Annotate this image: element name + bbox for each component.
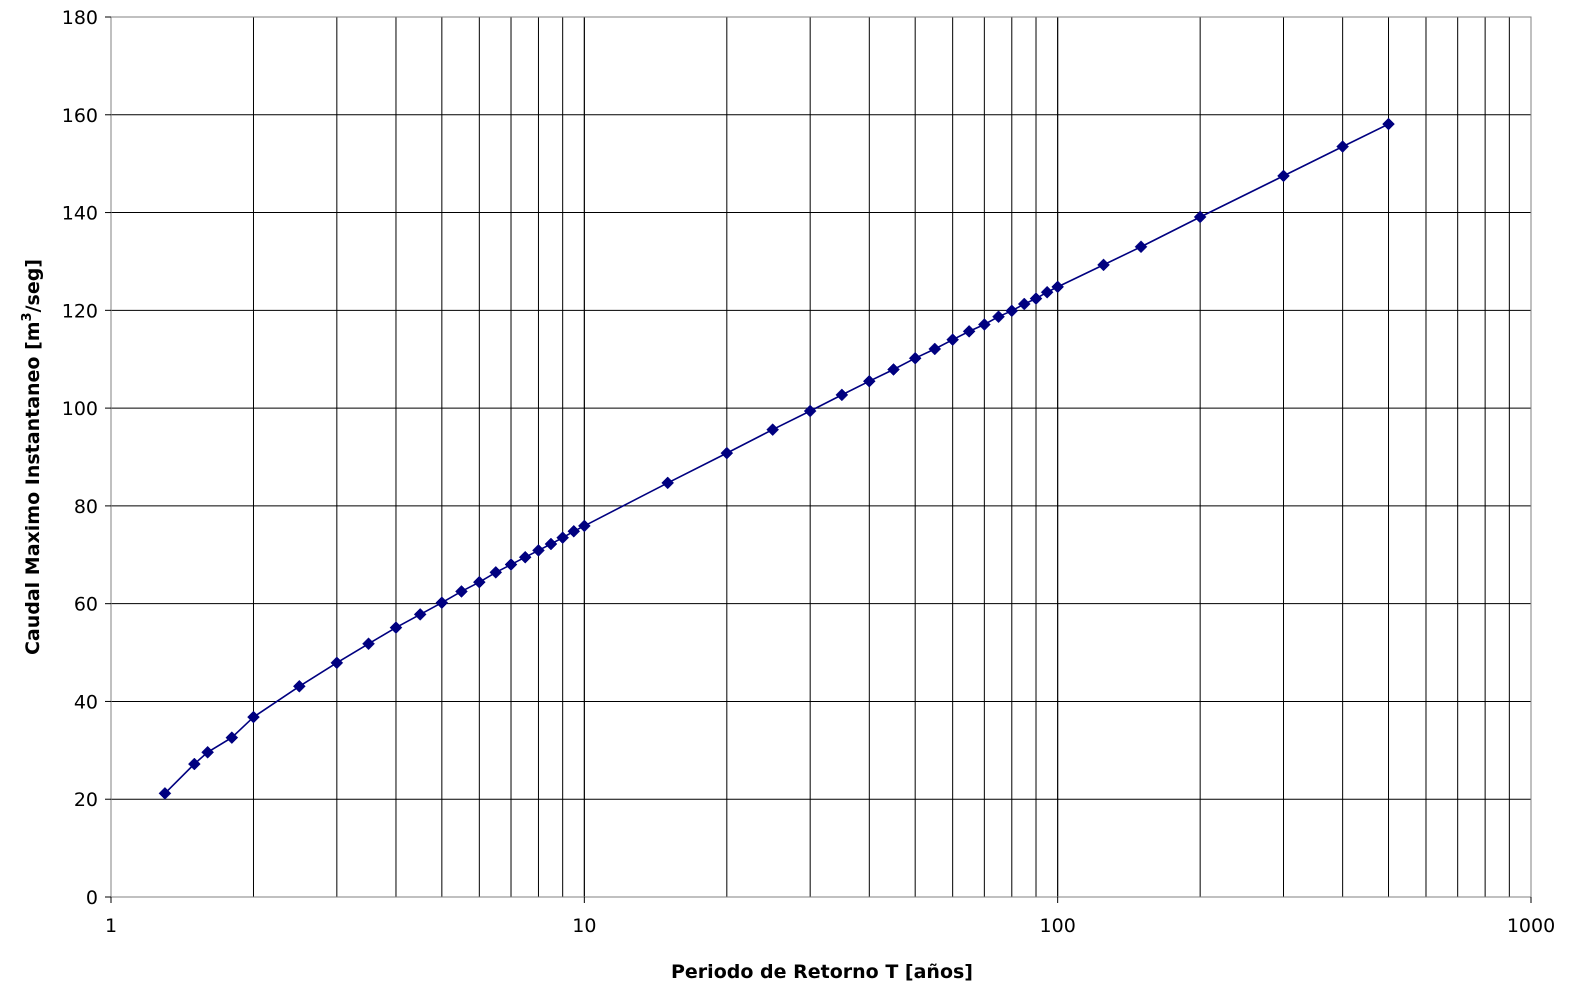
x-tick-label: 10 bbox=[572, 915, 596, 937]
data-point-marker bbox=[247, 710, 260, 724]
y-tick-label: 60 bbox=[74, 594, 98, 616]
data-point-marker bbox=[1134, 240, 1148, 254]
y-axis-ticks: 0 20 40 60 80 100 120 140 160 180 bbox=[62, 7, 111, 909]
data-point-marker bbox=[992, 310, 1005, 324]
data-point-marker bbox=[293, 679, 306, 693]
data-point-marker bbox=[928, 342, 942, 356]
data-point-marker bbox=[187, 757, 201, 771]
data-point-marker bbox=[962, 325, 976, 338]
y-axis-title-prefix: Caudal Maximo Instantaneo [m bbox=[22, 321, 44, 655]
plot-area-border bbox=[110, 16, 1532, 898]
data-point-marker bbox=[1017, 297, 1031, 311]
data-point-marker bbox=[908, 351, 922, 365]
y-axis-title: Caudal Maximo Instantaneo [m3/seg] bbox=[20, 259, 44, 655]
y-axis-title-suffix: /seg] bbox=[22, 259, 44, 312]
data-point-marker bbox=[720, 446, 734, 460]
data-point-marker bbox=[455, 585, 468, 598]
data-point-marker bbox=[435, 596, 449, 610]
data-point-marker bbox=[766, 423, 780, 436]
data-point-marker bbox=[389, 621, 403, 634]
y-tick-label: 180 bbox=[62, 7, 98, 29]
x-tick-label: 1 bbox=[105, 915, 117, 937]
data-point-marker bbox=[472, 575, 486, 589]
data-point-marker bbox=[977, 318, 991, 331]
x-axis-ticks: 1 10 100 1000 bbox=[105, 897, 1555, 937]
data-point-marker bbox=[1029, 292, 1043, 305]
x-axis-title: Periodo de Retorno T [años] bbox=[671, 961, 973, 983]
data-point-marker bbox=[1277, 169, 1290, 183]
data-point-marker bbox=[504, 558, 518, 571]
y-tick-label: 80 bbox=[74, 496, 98, 518]
data-point-marker bbox=[518, 550, 532, 564]
data-point-marker bbox=[201, 745, 214, 759]
y-tick-label: 20 bbox=[74, 789, 98, 811]
y-tick-label: 120 bbox=[62, 300, 98, 322]
data-point-marker bbox=[158, 787, 172, 800]
data-point-marker bbox=[567, 524, 581, 538]
data-point-marker bbox=[835, 388, 849, 402]
data-point-marker bbox=[532, 544, 545, 557]
data-point-marker bbox=[946, 333, 960, 347]
data-point-marker bbox=[803, 404, 817, 418]
y-tick-label: 100 bbox=[62, 398, 98, 420]
data-point-marker bbox=[544, 537, 558, 551]
x-tick-label: 100 bbox=[1040, 915, 1076, 937]
y-tick-label: 40 bbox=[74, 691, 98, 713]
data-point-marker bbox=[489, 566, 503, 579]
data-point-marker bbox=[225, 731, 239, 744]
x-tick-label: 1000 bbox=[1507, 915, 1555, 937]
data-point-marker bbox=[556, 531, 570, 545]
series-line bbox=[164, 123, 1389, 794]
grid-lines bbox=[110, 16, 1532, 898]
y-tick-label: 140 bbox=[62, 203, 98, 225]
series-markers bbox=[158, 117, 1395, 800]
data-point-marker bbox=[862, 374, 876, 388]
y-axis-title-superscript: 3 bbox=[20, 312, 35, 321]
data-point-marker bbox=[1051, 280, 1065, 294]
data-point-marker bbox=[1336, 140, 1349, 153]
data-point-marker bbox=[1040, 285, 1054, 299]
data-point-marker bbox=[661, 476, 675, 490]
data-point-marker bbox=[1382, 117, 1395, 131]
data-point-marker bbox=[577, 519, 591, 533]
data-point-marker bbox=[887, 363, 900, 376]
data-point-marker bbox=[413, 608, 427, 621]
data-point-marker bbox=[330, 656, 344, 670]
data-point-marker bbox=[1005, 304, 1019, 318]
y-tick-label: 0 bbox=[86, 887, 98, 909]
data-point-marker bbox=[1097, 258, 1110, 272]
data-point-marker bbox=[362, 637, 375, 651]
y-tick-label: 160 bbox=[62, 105, 98, 127]
data-point-marker bbox=[1193, 210, 1207, 224]
